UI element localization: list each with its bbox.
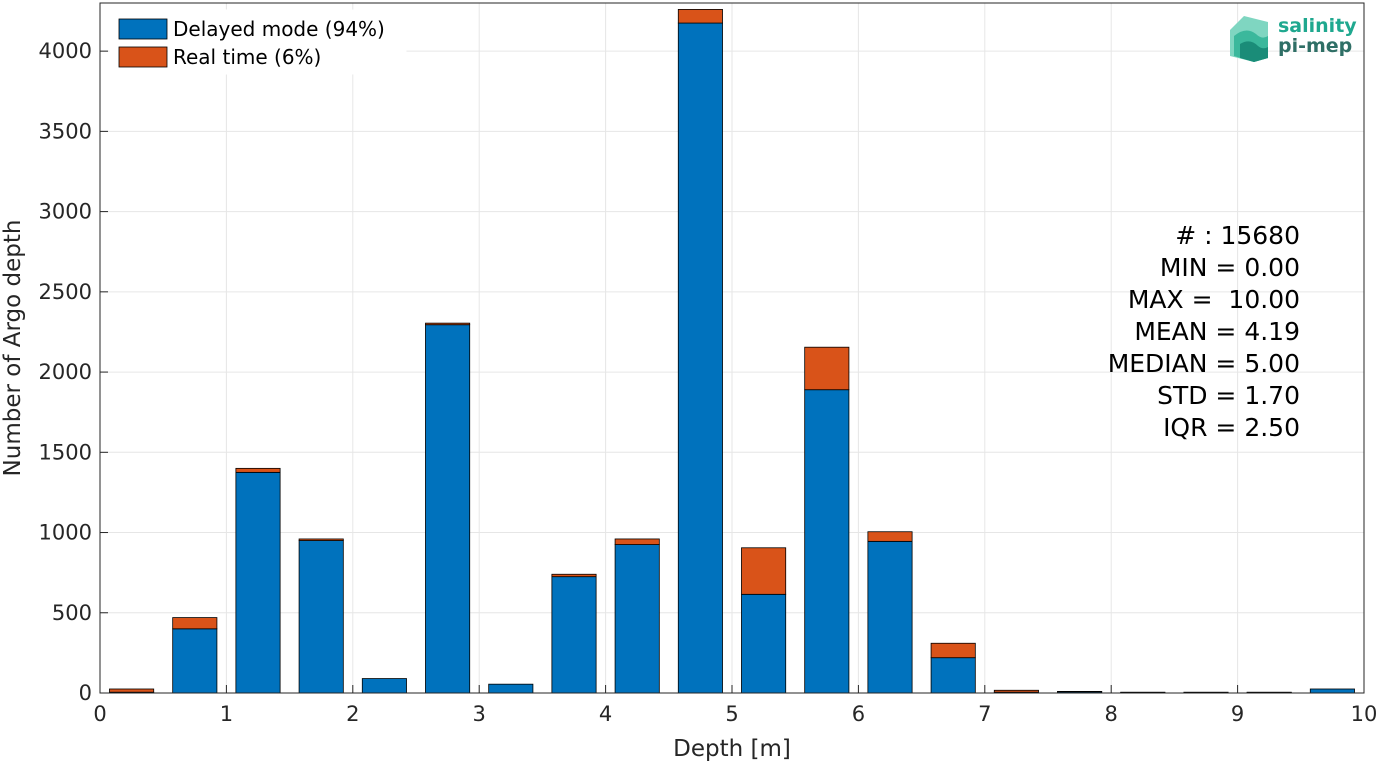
y-axis-label: Number of Argo depth — [0, 220, 26, 477]
x-tick-label: 7 — [978, 702, 991, 726]
stat-count: # : 15680 — [1175, 221, 1300, 250]
legend-label-realtime: Real time (6%) — [173, 45, 321, 69]
x-tick-label: 6 — [852, 702, 865, 726]
y-tick-label: 1000 — [39, 521, 92, 545]
y-tick-label: 3000 — [39, 200, 92, 224]
bar-delayed-mode — [804, 389, 850, 694]
bar-real-time — [993, 689, 1039, 693]
bar-real-time — [741, 547, 787, 595]
y-tick-label: 2000 — [39, 360, 92, 384]
y-tick-label: 4000 — [39, 39, 92, 63]
y-tick-label: 500 — [52, 601, 92, 625]
legend-swatch-delayed — [118, 18, 168, 40]
legend-swatch-realtime — [118, 46, 168, 68]
legend-label-delayed: Delayed mode (94%) — [173, 17, 385, 41]
axis-ticks: 0 1 2 3 4 5 6 7 8 9 10 0 500 1000 1500 2000 2500 3000 3500… — [39, 39, 1378, 726]
bar-delayed-mode — [930, 657, 976, 694]
bar-real-time — [298, 538, 344, 541]
wave-logo-icon — [1230, 16, 1268, 62]
bar-real-time — [1057, 690, 1103, 693]
x-tick-label: 4 — [599, 702, 612, 726]
bar-delayed-mode — [298, 540, 344, 694]
bar-real-time — [930, 642, 976, 659]
bar-delayed-mode — [867, 540, 913, 694]
stat-max: MAX = 10.00 — [1128, 285, 1300, 314]
bar-delayed-mode — [677, 22, 723, 694]
x-tick-label: 10 — [1351, 702, 1378, 726]
stat-median: MEDIAN = 5.00 — [1108, 349, 1300, 378]
stat-iqr: IQR = 2.50 — [1163, 413, 1300, 442]
x-tick-label: 3 — [473, 702, 486, 726]
bar-delayed-mode — [551, 576, 597, 694]
x-tick-label: 9 — [1231, 702, 1244, 726]
y-tick-label: 0 — [79, 681, 92, 705]
stat-std: STD = 1.70 — [1157, 381, 1300, 410]
bar-real-time — [172, 617, 218, 630]
bar-delayed-mode — [172, 628, 218, 694]
bar-real-time — [235, 467, 281, 473]
x-axis-label: Depth [m] — [673, 736, 791, 762]
x-tick-label: 8 — [1105, 702, 1118, 726]
bar-real-time — [804, 346, 850, 391]
bars — [109, 9, 1355, 694]
bar-real-time — [109, 688, 155, 693]
logo-text-salinity: salinity — [1278, 15, 1357, 37]
y-tick-label: 3500 — [39, 119, 92, 143]
bar-delayed-mode — [361, 678, 407, 694]
x-tick-label: 5 — [725, 702, 738, 726]
logo-text-pi-mep: pi-mep — [1278, 35, 1352, 57]
bar-real-time — [614, 538, 660, 545]
bar-real-time — [867, 531, 913, 542]
salinity-pi-mep-logo: salinity pi-mep — [1230, 15, 1357, 62]
bar-delayed-mode — [741, 593, 787, 694]
stats-box: # : 15680 MIN = 0.00 MAX = 10.00 MEAN = … — [1108, 221, 1300, 442]
bar-delayed-mode — [488, 683, 534, 694]
bar-delayed-mode — [235, 471, 281, 694]
bar-real-time — [551, 573, 597, 578]
x-tick-label: 0 — [93, 702, 106, 726]
bar-delayed-mode — [1309, 688, 1355, 694]
bar-real-time — [677, 9, 723, 24]
x-tick-label: 2 — [346, 702, 359, 726]
y-tick-label: 2500 — [39, 280, 92, 304]
y-tick-label: 1500 — [39, 440, 92, 464]
bar-delayed-mode — [425, 324, 471, 694]
bar-delayed-mode — [614, 544, 660, 694]
legend: Delayed mode (94%) Real time (6%) — [109, 9, 407, 75]
stat-mean: MEAN = 4.19 — [1134, 317, 1300, 346]
x-tick-label: 1 — [220, 702, 233, 726]
stat-min: MIN = 0.00 — [1160, 253, 1300, 282]
bar-real-time — [425, 322, 471, 326]
